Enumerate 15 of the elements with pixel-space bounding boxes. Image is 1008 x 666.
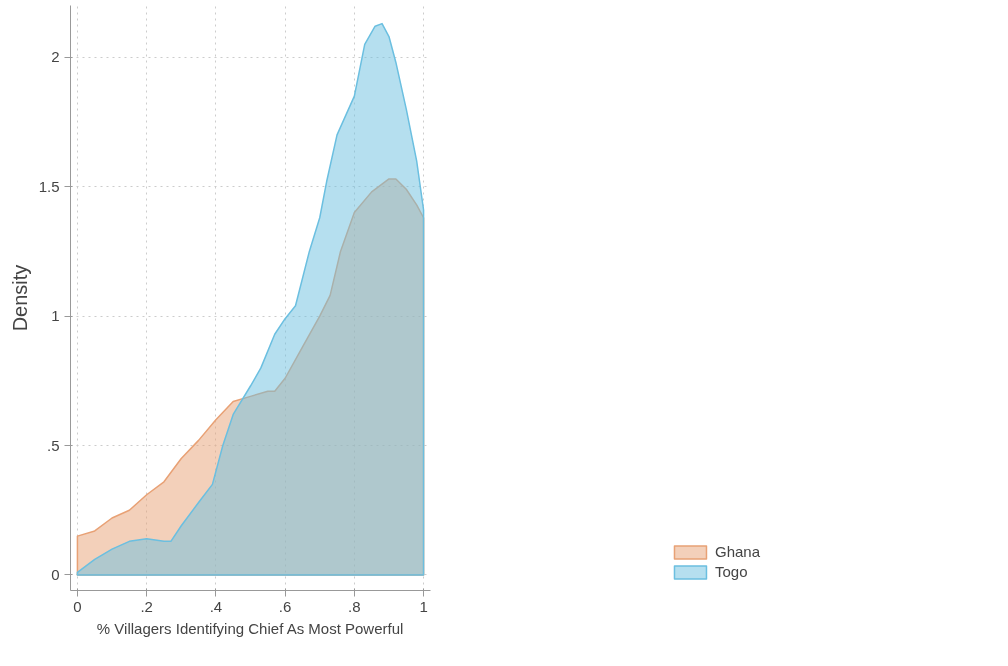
x-tick-label: 1 bbox=[419, 597, 428, 615]
x-axis-title: % Villagers Identifying Chief As Most Powerful bbox=[96, 619, 404, 637]
x-tick-label: .6 bbox=[278, 597, 292, 615]
x-tick-label: 0 bbox=[73, 597, 82, 615]
y-tick-label: 2 bbox=[51, 48, 60, 66]
y-axis-title: Density bbox=[8, 264, 31, 332]
legend-label: Ghana bbox=[714, 543, 761, 560]
y-tick-label: 0 bbox=[51, 565, 60, 583]
y-tick-label: 1 bbox=[51, 307, 60, 325]
legend-label: Togo bbox=[714, 563, 748, 580]
y-tick-label: .5 bbox=[46, 436, 60, 454]
y-tick-label: 1.5 bbox=[38, 177, 60, 195]
x-tick-label: .2 bbox=[140, 597, 153, 615]
x-tick-label: .8 bbox=[348, 597, 361, 615]
x-tick-label: .4 bbox=[209, 597, 223, 615]
